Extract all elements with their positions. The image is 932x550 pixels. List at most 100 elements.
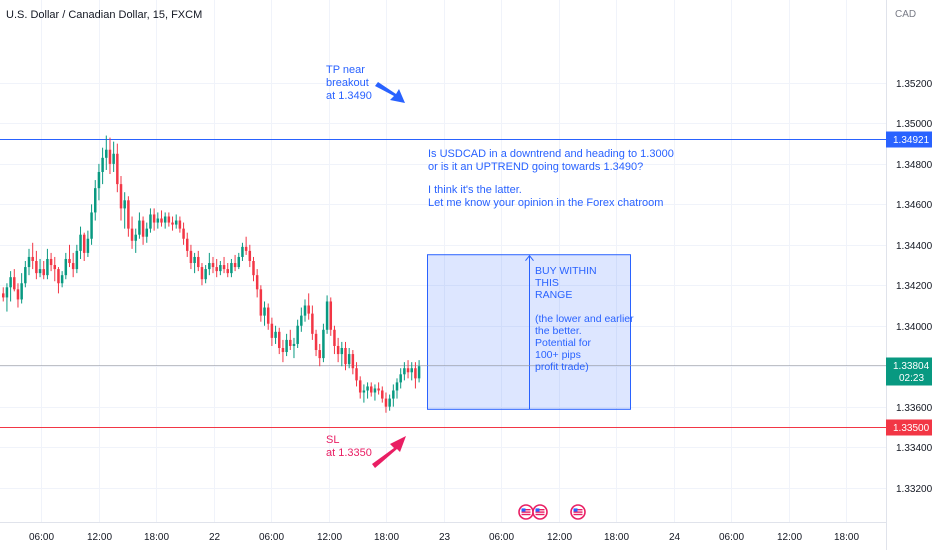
candle-body xyxy=(314,333,318,351)
tp-annotation-line-2: breakout xyxy=(326,77,369,89)
box-line-2: THIS xyxy=(535,277,559,289)
candle-body xyxy=(351,354,355,369)
x-tick-label: 23 xyxy=(439,532,451,543)
candle-body xyxy=(130,228,134,241)
question-line-1: Is USDCAD in a downtrend and heading to … xyxy=(428,148,674,160)
tp-annotation: TP near breakout at 1.3490 xyxy=(326,64,372,102)
candle-body xyxy=(204,269,207,280)
buy-range-arrow-icon xyxy=(525,254,534,262)
tp-annotation-line-1: TP near xyxy=(326,64,365,76)
candle-body xyxy=(266,307,270,324)
candle-body xyxy=(358,380,362,393)
x-tick-label: 12:00 xyxy=(87,532,112,543)
candle xyxy=(381,386,384,403)
candle-body xyxy=(13,277,16,290)
candle xyxy=(174,214,178,229)
candle xyxy=(252,256,255,282)
candle-body xyxy=(296,325,299,344)
candle-body xyxy=(244,246,248,251)
candle xyxy=(163,212,167,229)
y-tick-label: 1.35200 xyxy=(896,79,932,90)
tp-annotation-line-3: at 1.3490 xyxy=(326,90,372,102)
candle xyxy=(64,252,68,280)
question-line-4: I think it's the latter. xyxy=(428,184,522,196)
candle-body xyxy=(377,388,380,391)
us-flag-icon[interactable] xyxy=(532,504,548,520)
candle-body xyxy=(410,368,413,373)
candle-body xyxy=(336,345,340,355)
candle-body xyxy=(414,368,417,379)
candle-body xyxy=(388,398,391,407)
candle-body xyxy=(141,220,145,237)
y-tick-label: 1.34200 xyxy=(896,281,932,292)
candle xyxy=(112,141,115,172)
candle xyxy=(303,299,307,322)
candle xyxy=(333,325,336,355)
candle xyxy=(90,204,93,245)
candle-body xyxy=(178,220,182,229)
y-tick-label: 1.34800 xyxy=(896,160,932,171)
candle-body xyxy=(156,218,160,223)
candle-body xyxy=(64,258,68,276)
box-annotation: BUY WITHIN THIS RANGE (the lower and ear… xyxy=(535,265,634,373)
price-axis[interactable]: CAD 1.35200 1.35000 1.34800 1.34600 1.34400 1… xyxy=(886,0,932,550)
candle-body xyxy=(138,220,141,235)
candle xyxy=(86,230,90,257)
y-tick-label: 1.33600 xyxy=(896,403,932,414)
x-tick-label: 12:00 xyxy=(777,532,802,543)
candle xyxy=(186,232,189,257)
candle xyxy=(200,263,204,286)
y-tick-label: 1.33200 xyxy=(896,484,932,495)
candle xyxy=(116,143,119,193)
candle xyxy=(325,295,329,334)
economic-events xyxy=(518,504,586,520)
x-tick-label: 18:00 xyxy=(604,532,629,543)
candle xyxy=(314,329,318,357)
candle-body xyxy=(5,287,9,298)
candle-body xyxy=(86,238,90,253)
candle xyxy=(344,341,347,371)
candle xyxy=(171,216,174,231)
candle xyxy=(149,208,152,233)
candle-body xyxy=(307,305,310,314)
candle xyxy=(300,307,303,332)
candle-body xyxy=(71,263,75,270)
us-flag-icon[interactable] xyxy=(570,504,586,520)
candle-body xyxy=(344,348,347,365)
candle-body xyxy=(395,382,399,391)
candle xyxy=(130,216,134,249)
us-flag-icon[interactable] xyxy=(518,504,534,520)
candle xyxy=(399,368,402,389)
candle-body xyxy=(370,386,373,393)
x-tick-label: 18:00 xyxy=(834,532,859,543)
candle xyxy=(270,317,274,346)
candle xyxy=(406,360,410,379)
candle-body xyxy=(53,265,57,270)
candle-body xyxy=(211,263,215,268)
candle xyxy=(197,250,200,272)
time-axis[interactable]: 06:00 12:00 18:00 22 06:00 12:00 18:00 23 06:00 1… xyxy=(0,522,886,544)
candle xyxy=(211,256,215,274)
candle xyxy=(13,269,16,292)
candle-body xyxy=(300,315,303,326)
candle xyxy=(373,384,377,401)
candle-body xyxy=(281,348,285,353)
candle-body xyxy=(355,368,358,381)
candle-body xyxy=(46,258,49,276)
candle xyxy=(156,212,160,229)
candle-body xyxy=(289,339,292,346)
sl-annotation: SL at 1.3350 xyxy=(326,434,372,459)
candle xyxy=(193,252,196,274)
candle xyxy=(351,350,355,375)
candle-body xyxy=(101,157,104,172)
candle-body xyxy=(42,269,45,276)
x-tick-label: 06:00 xyxy=(719,532,744,543)
x-tick-label: 06:00 xyxy=(489,532,514,543)
candle xyxy=(75,244,79,274)
candle xyxy=(204,265,207,284)
candle xyxy=(182,222,185,245)
box-line-7: Potential for xyxy=(535,337,592,349)
candle-body xyxy=(197,256,200,268)
